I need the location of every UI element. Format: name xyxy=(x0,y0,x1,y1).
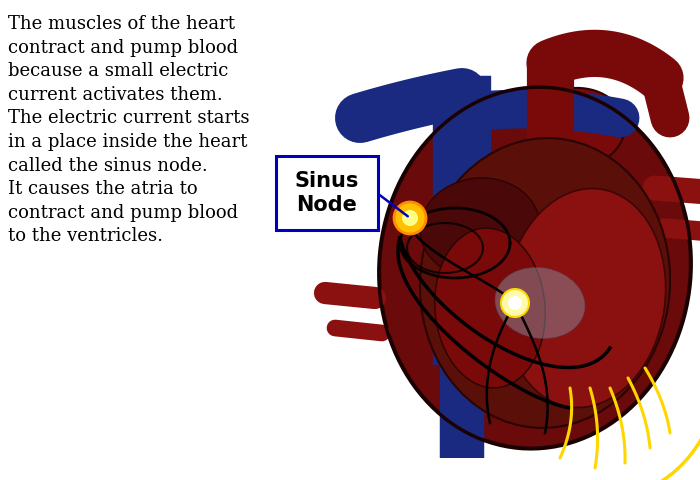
Text: The muscles of the heart
contract and pump blood
because a small electric
curren: The muscles of the heart contract and pu… xyxy=(8,15,249,245)
Ellipse shape xyxy=(435,228,545,388)
Ellipse shape xyxy=(525,88,625,168)
Text: Sinus
Node: Sinus Node xyxy=(295,171,359,215)
Ellipse shape xyxy=(496,268,584,338)
Ellipse shape xyxy=(420,138,670,428)
Ellipse shape xyxy=(380,88,690,448)
Circle shape xyxy=(508,296,522,310)
Circle shape xyxy=(501,289,529,317)
Circle shape xyxy=(402,210,418,226)
Ellipse shape xyxy=(420,178,540,278)
FancyBboxPatch shape xyxy=(276,156,378,230)
Ellipse shape xyxy=(458,97,542,169)
Circle shape xyxy=(394,202,426,234)
Ellipse shape xyxy=(504,189,666,408)
